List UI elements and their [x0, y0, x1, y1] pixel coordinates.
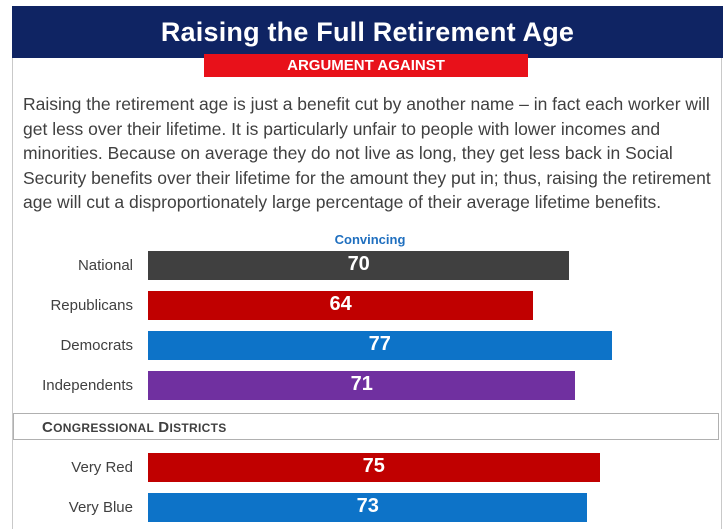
bar-democrats: [148, 331, 612, 360]
bar-very-blue: [148, 493, 588, 522]
category-label: Very Red: [71, 459, 133, 476]
category-label: Very Blue: [68, 499, 133, 516]
bar-value-label: 75: [362, 455, 385, 477]
bar-national: [148, 251, 570, 280]
right-border: [721, 58, 722, 529]
section-label-initial: C: [42, 419, 54, 436]
category-label: Republicans: [50, 297, 133, 314]
category-label: Independents: [42, 377, 133, 394]
title-header: Raising the Full Retirement Age: [12, 6, 723, 58]
section-header-congressional-districts: CONGRESSIONAL DISTRICTS: [13, 413, 719, 440]
section-label: CONGRESSIONAL DISTRICTS: [42, 419, 227, 436]
category-label: National: [77, 257, 133, 274]
argument-banner: ARGUMENT AGAINST: [204, 54, 528, 77]
section-label-rest: ISTRICTS: [169, 421, 227, 435]
bar-value-label: 71: [350, 373, 373, 395]
bar-value-label: 73: [356, 495, 379, 517]
argument-text: Raising the retirement age is just a ben…: [23, 94, 711, 212]
bar-value-label: 77: [368, 333, 391, 355]
bar-very-red: [148, 453, 600, 482]
bar-value-label: 70: [347, 253, 370, 275]
chart-column-header: Convincing: [334, 232, 406, 247]
section-label-rest: ONGRESSIONAL: [53, 421, 155, 435]
left-border: [12, 58, 13, 529]
page-title: Raising the Full Retirement Age: [160, 16, 575, 47]
bar-republicans: [148, 291, 534, 320]
bar-value-label: 64: [329, 293, 352, 315]
category-label: Democrats: [60, 337, 133, 354]
section-label-initial: D: [158, 419, 170, 436]
bar-independents: [148, 371, 576, 400]
